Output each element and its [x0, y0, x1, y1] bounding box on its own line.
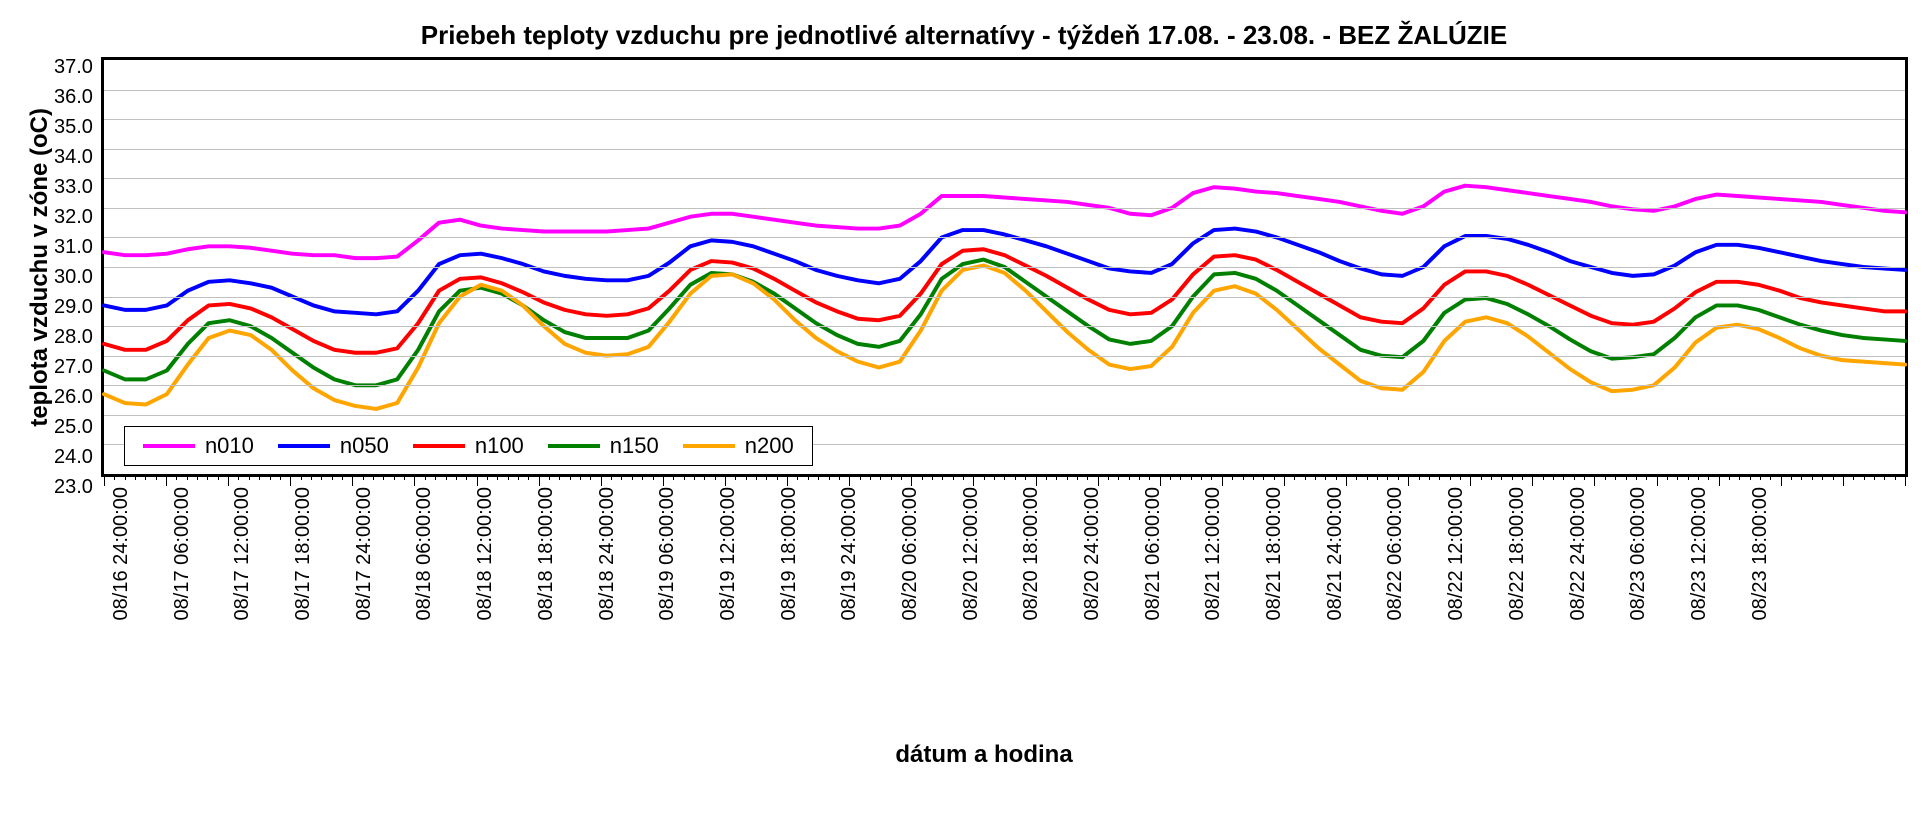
series-n200	[104, 266, 1905, 409]
gridline	[104, 178, 1905, 179]
legend-label: n200	[745, 433, 794, 459]
legend: n010 n050 n100 n150 n200	[124, 426, 813, 466]
series-n010	[104, 186, 1905, 258]
x-tick-label: 08/16 24:00:00	[110, 487, 133, 620]
x-tick-label: 08/22 18:00:00	[1506, 487, 1529, 620]
x-tick-label: 08/17 12:00:00	[231, 487, 254, 620]
gridline	[104, 237, 1905, 238]
chart-container: Priebeh teploty vzduchu pre jednotlivé a…	[20, 20, 1908, 769]
x-tick-label: 08/18 12:00:00	[474, 487, 497, 620]
x-tick-label: 08/19 12:00:00	[717, 487, 740, 620]
legend-label: n010	[205, 433, 254, 459]
x-tick-label: 08/17 18:00:00	[292, 487, 315, 620]
legend-label: n100	[475, 433, 524, 459]
x-axis-label: dátum a hodina	[104, 741, 1864, 769]
x-tick-label: 08/23 12:00:00	[1688, 487, 1711, 620]
x-tick-label: 08/22 12:00:00	[1445, 487, 1468, 620]
gridline	[104, 119, 1905, 120]
gridline	[104, 208, 1905, 209]
legend-swatch	[548, 444, 600, 448]
legend-item-n050: n050	[278, 433, 389, 459]
legend-label: n050	[340, 433, 389, 459]
chart-title: Priebeh teploty vzduchu pre jednotlivé a…	[20, 20, 1908, 51]
x-tick-label: 08/21 06:00:00	[1142, 487, 1165, 620]
x-tick-label: 08/23 18:00:00	[1749, 487, 1772, 620]
x-tick-label: 08/18 24:00:00	[596, 487, 619, 620]
x-tick-label: 08/20 24:00:00	[1081, 487, 1104, 620]
gridline	[104, 297, 1905, 298]
x-tick-label: 08/20 18:00:00	[1020, 487, 1043, 620]
gridline	[104, 149, 1905, 150]
x-tick-label: 08/20 12:00:00	[960, 487, 983, 620]
series-n100	[104, 249, 1905, 353]
x-tick-label: 08/19 18:00:00	[778, 487, 801, 620]
legend-item-n010: n010	[143, 433, 254, 459]
gridline	[104, 415, 1905, 416]
x-tick-label: 08/18 18:00:00	[535, 487, 558, 620]
x-tick-label: 08/23 06:00:00	[1627, 487, 1650, 620]
legend-swatch	[278, 444, 330, 448]
x-tick-label: 08/21 24:00:00	[1324, 487, 1347, 620]
x-tick-label: 08/22 24:00:00	[1567, 487, 1590, 620]
x-tick-label: 08/20 06:00:00	[899, 487, 922, 620]
x-tick-labels: 08/16 24:00:00 08/17 06:00:00 08/17 12:00:…	[104, 477, 1908, 737]
legend-swatch	[683, 444, 735, 448]
y-tick-labels: 37.036.035.034.033.032.031.030.029.028.0…	[54, 57, 101, 477]
gridline	[104, 90, 1905, 91]
x-tick-label: 08/22 06:00:00	[1384, 487, 1407, 620]
x-tick-label: 08/17 24:00:00	[353, 487, 376, 620]
y-axis-label: teplota vzduchu v zóne (oC)	[20, 108, 54, 427]
x-tick-label: 08/19 24:00:00	[838, 487, 861, 620]
x-tick-label: 08/21 18:00:00	[1263, 487, 1286, 620]
legend-item-n200: n200	[683, 433, 794, 459]
legend-item-n150: n150	[548, 433, 659, 459]
legend-item-n100: n100	[413, 433, 524, 459]
x-tick-label: 08/18 06:00:00	[413, 487, 436, 620]
gridline	[104, 326, 1905, 327]
x-tick-label: 08/17 06:00:00	[171, 487, 194, 620]
legend-swatch	[143, 444, 195, 448]
x-tick-label: 08/19 06:00:00	[656, 487, 679, 620]
x-tick-label: 08/21 12:00:00	[1202, 487, 1225, 620]
legend-swatch	[413, 444, 465, 448]
gridline	[104, 267, 1905, 268]
gridline	[104, 356, 1905, 357]
plot-area: n010 n050 n100 n150 n200	[101, 57, 1908, 477]
legend-label: n150	[610, 433, 659, 459]
gridline	[104, 385, 1905, 386]
